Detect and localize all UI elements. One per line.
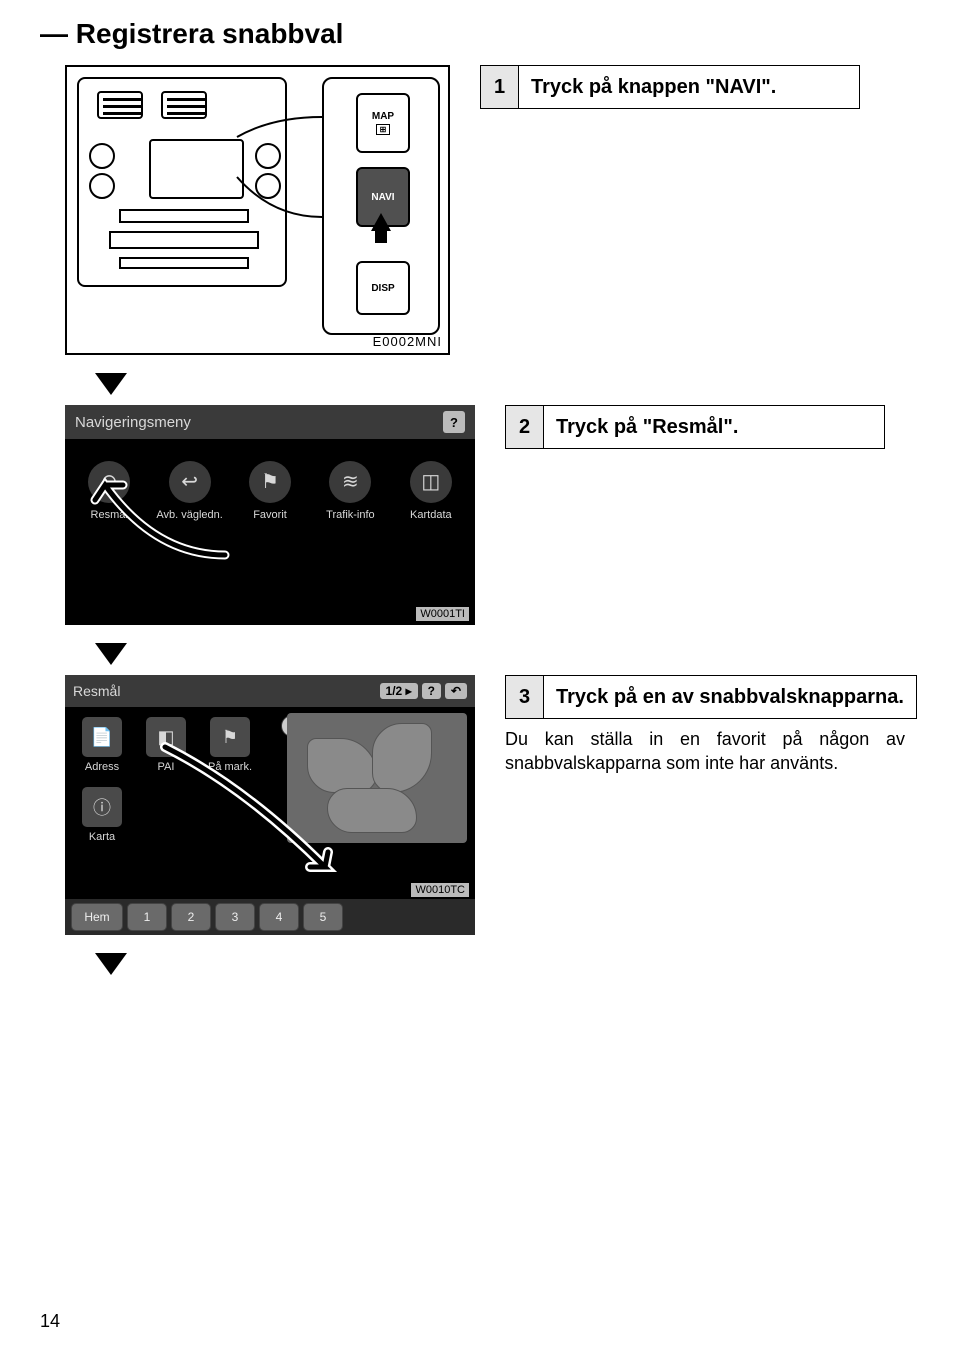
air-vent-left (97, 91, 143, 119)
step-3-text: Tryck på en av snabbvalsknapparna. (544, 676, 916, 718)
back-button[interactable]: ↶ (445, 683, 467, 699)
menu-label-2: Favorit (253, 509, 287, 522)
curved-arrow-icon-2 (125, 737, 355, 877)
callout-line (232, 107, 332, 227)
console-screen (149, 139, 244, 199)
menu-item-kartdata[interactable]: ◫ Kartdata (397, 461, 465, 522)
resmal-item-adress[interactable]: 📄 Adress (73, 717, 131, 773)
help-button[interactable]: ? (443, 411, 465, 433)
figure-1-caption: E0002MNI (373, 334, 442, 349)
down-arrow-icon (95, 373, 127, 395)
quick-home-button[interactable]: Hem (71, 903, 123, 931)
quick-btn-4[interactable]: 4 (259, 903, 299, 931)
page-controls: 1/2 ▸ ? ↶ (380, 683, 467, 699)
down-arrow-icon-2 (95, 643, 127, 665)
map-sublabel: ⊞ (376, 124, 391, 135)
mapdata-icon: ◫ (410, 461, 452, 503)
figure-resmal: Resmål 1/2 ▸ ? ↶ B 📄 Adress ◧ (65, 675, 475, 935)
disp-button[interactable]: DISP (356, 261, 410, 315)
step-2-box: 2 Tryck på "Resmål". (505, 405, 885, 449)
knob-left-2 (89, 173, 115, 199)
favorite-icon: ⚑ (249, 461, 291, 503)
figure-2-caption: W0001TI (416, 607, 469, 621)
menu-item-trafik[interactable]: ≋ Trafik-info (316, 461, 384, 522)
disp-button-label: DISP (371, 283, 394, 294)
step-3-box: 3 Tryck på en av snabbvalsknapparna. (505, 675, 917, 719)
resmal-item-karta[interactable]: ⓘ Karta (73, 787, 131, 843)
step-1-box: 1 Tryck på knappen "NAVI". (480, 65, 860, 109)
map-button-label: MAP (372, 111, 394, 122)
karta-icon: ⓘ (82, 787, 122, 827)
lower-controls (119, 257, 249, 269)
figure-3-caption: W0010TC (411, 883, 469, 897)
button-strip (119, 209, 249, 223)
curved-arrow-icon (75, 445, 245, 565)
nav-menu-title: Navigeringsmeny (75, 414, 191, 431)
figure-nav-menu: Navigeringsmeny ? ⊙ Resmål ↩ Avb. vägled… (65, 405, 475, 625)
page-title: — Registrera snabbval (0, 0, 960, 50)
step-3-number: 3 (506, 676, 544, 718)
step-2-number: 2 (506, 406, 544, 448)
menu-item-favorit[interactable]: ⚑ Favorit (236, 461, 304, 522)
page-number: 14 (40, 1311, 60, 1332)
resmal-header: Resmål 1/2 ▸ ? ↶ (65, 675, 475, 707)
navi-button-label: NAVI (371, 192, 394, 203)
step-1-number: 1 (481, 66, 519, 108)
menu-label-4: Kartdata (410, 509, 452, 522)
address-icon: 📄 (82, 717, 122, 757)
step-1-text: Tryck på knappen "NAVI". (519, 66, 859, 108)
knob-left (89, 143, 115, 169)
button-callout: MAP ⊞ NAVI DISP (322, 77, 440, 335)
page-indicator[interactable]: 1/2 ▸ (380, 683, 418, 699)
resmal-label-0: Adress (85, 761, 119, 773)
air-vent-right (161, 91, 207, 119)
nav-menu-header: Navigeringsmeny ? (65, 405, 475, 439)
map-button[interactable]: MAP ⊞ (356, 93, 410, 153)
quick-btn-1[interactable]: 1 (127, 903, 167, 931)
resmal-label-3: Karta (89, 831, 115, 843)
down-arrow-icon-3 (95, 953, 127, 975)
quick-btn-5[interactable]: 5 (303, 903, 343, 931)
quick-btn-3[interactable]: 3 (215, 903, 255, 931)
press-arrow-icon (371, 213, 391, 243)
step-2-text: Tryck på "Resmål". (544, 406, 884, 448)
resmal-title: Resmål (73, 683, 120, 699)
cd-slot (109, 231, 259, 249)
help-button-2[interactable]: ? (422, 683, 441, 699)
menu-label-3: Trafik-info (326, 509, 375, 522)
quick-btn-2[interactable]: 2 (171, 903, 211, 931)
step-3-followup: Du kan ställa in en favorit på någon av … (505, 727, 905, 776)
traffic-icon: ≋ (329, 461, 371, 503)
figure-console: MAP ⊞ NAVI DISP E0002MNI (65, 65, 450, 355)
quick-access-bar: Hem 1 2 3 4 5 (65, 899, 475, 935)
